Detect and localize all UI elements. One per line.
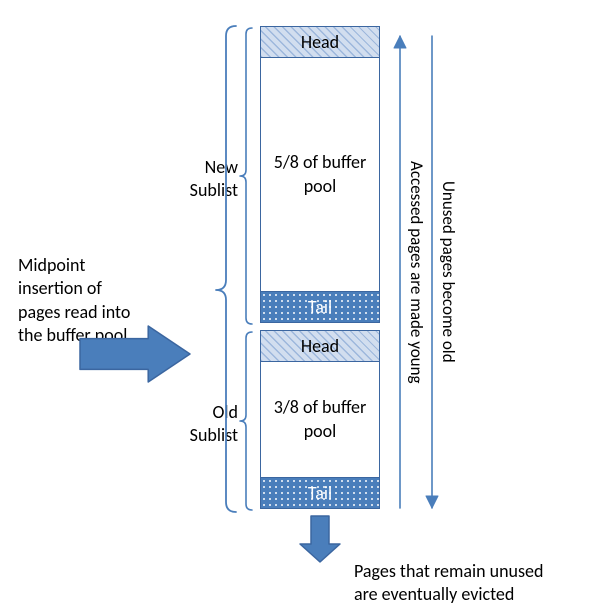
accessed-pages-label: Accessed pages are made young	[406, 36, 427, 508]
unused-pages-label: Unused pages become old	[438, 36, 459, 508]
eviction-arrow	[300, 516, 340, 562]
unused-arrow-head	[426, 496, 438, 508]
midpoint-insertion-arrow	[80, 326, 190, 382]
overlay-svg	[0, 0, 600, 616]
accessed-arrow-head	[394, 36, 406, 48]
